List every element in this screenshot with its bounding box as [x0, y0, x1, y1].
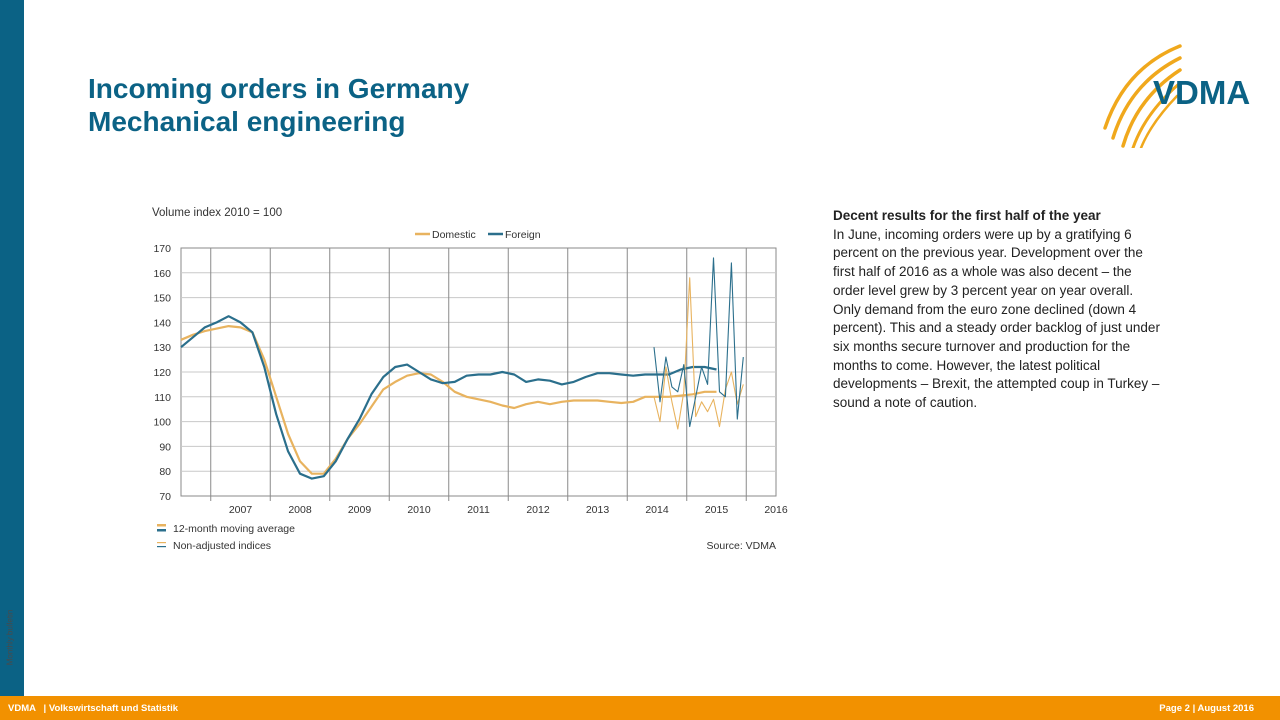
y-tick-label: 130	[153, 342, 171, 354]
side-label: Monthly bulletin	[3, 600, 17, 680]
footer-page: Page 2 | August 2016	[1159, 703, 1254, 714]
x-tick-label: 2015	[705, 504, 729, 516]
chart-y-axis: 70 80 90 100 110 120 130 140 150 160 170	[153, 243, 171, 503]
chart-x-axis: 2007 2008 2009 2010 2011 2012 2013 2014 2015 2016	[210, 496, 788, 516]
footer-department: | Volkswirtschaft und Statistik	[43, 703, 178, 714]
y-tick-label: 90	[159, 441, 171, 453]
x-tick-label: 2007	[229, 504, 253, 516]
note-raw-swatch-foreign	[157, 546, 166, 548]
series-line-domestic-ma	[180, 325, 717, 475]
footer-brand: VDMA	[8, 703, 36, 714]
y-tick-label: 170	[153, 243, 171, 255]
commentary: Decent results for the first half of the…	[833, 207, 1163, 413]
note-raw-swatch-domestic	[157, 542, 166, 544]
y-tick-label: 140	[153, 317, 171, 329]
y-tick-label: 110	[154, 392, 171, 404]
logo-text: VDMA	[1153, 74, 1250, 111]
y-tick-label: 120	[153, 367, 171, 379]
chart-svg: Volume index 2010 = 100 Domestic Foreign…	[152, 207, 788, 552]
x-tick-label: 2010	[407, 504, 431, 516]
y-tick-label: 100	[153, 417, 171, 429]
x-tick-label: 2016	[764, 504, 788, 516]
legend-foreign-label: Foreign	[505, 229, 541, 241]
chart-legend: Domestic Foreign	[415, 229, 541, 241]
footer-left: VDMA | Volkswirtschaft und Statistik	[8, 703, 178, 714]
series-line-foreign-raw	[653, 257, 744, 428]
x-tick-label: 2008	[288, 504, 312, 516]
side-label-text: Monthly bulletin	[5, 609, 15, 666]
note-non-adjusted: Non-adjusted indices	[173, 540, 271, 552]
legend-domestic-label: Domestic	[432, 229, 476, 241]
vdma-logo: VDMA	[1103, 44, 1250, 148]
page-title: Incoming orders in Germany Mechanical en…	[88, 72, 469, 138]
commentary-body: In June, incoming orders were up by a gr…	[833, 226, 1160, 411]
x-tick-label: 2013	[586, 504, 610, 516]
x-tick-label: 2009	[348, 504, 372, 516]
y-tick-label: 80	[159, 466, 171, 478]
x-tick-label: 2014	[645, 504, 669, 516]
commentary-heading: Decent results for the first half of the…	[833, 208, 1101, 223]
x-tick-label: 2012	[526, 504, 550, 516]
chart-series	[180, 257, 744, 480]
page-title-line2: Mechanical engineering	[88, 106, 406, 137]
series-line-foreign-ma	[180, 315, 717, 480]
y-tick-label: 70	[159, 491, 171, 503]
chart-notes: 12-month moving average Non-adjusted ind…	[157, 523, 776, 552]
x-tick-label: 2011	[467, 504, 490, 516]
logo-arcs-icon	[1103, 44, 1182, 148]
chart-ylabel: Volume index 2010 = 100	[152, 207, 282, 219]
chart-source: Source: VDMA	[707, 540, 776, 552]
orders-chart: Volume index 2010 = 100 Domestic Foreign…	[140, 196, 800, 566]
y-tick-label: 150	[153, 293, 171, 305]
chart-grid	[180, 247, 777, 497]
note-moving-average: 12-month moving average	[173, 523, 295, 535]
series-line-domestic-raw	[653, 277, 744, 430]
page-title-line1: Incoming orders in Germany	[88, 73, 470, 104]
y-tick-label: 160	[153, 268, 171, 280]
note-ma-swatch-foreign	[157, 529, 166, 532]
side-accent-bar	[0, 0, 24, 696]
footer: VDMA | Volkswirtschaft und Statistik Pag…	[0, 696, 1280, 720]
note-ma-swatch-domestic	[157, 524, 166, 527]
